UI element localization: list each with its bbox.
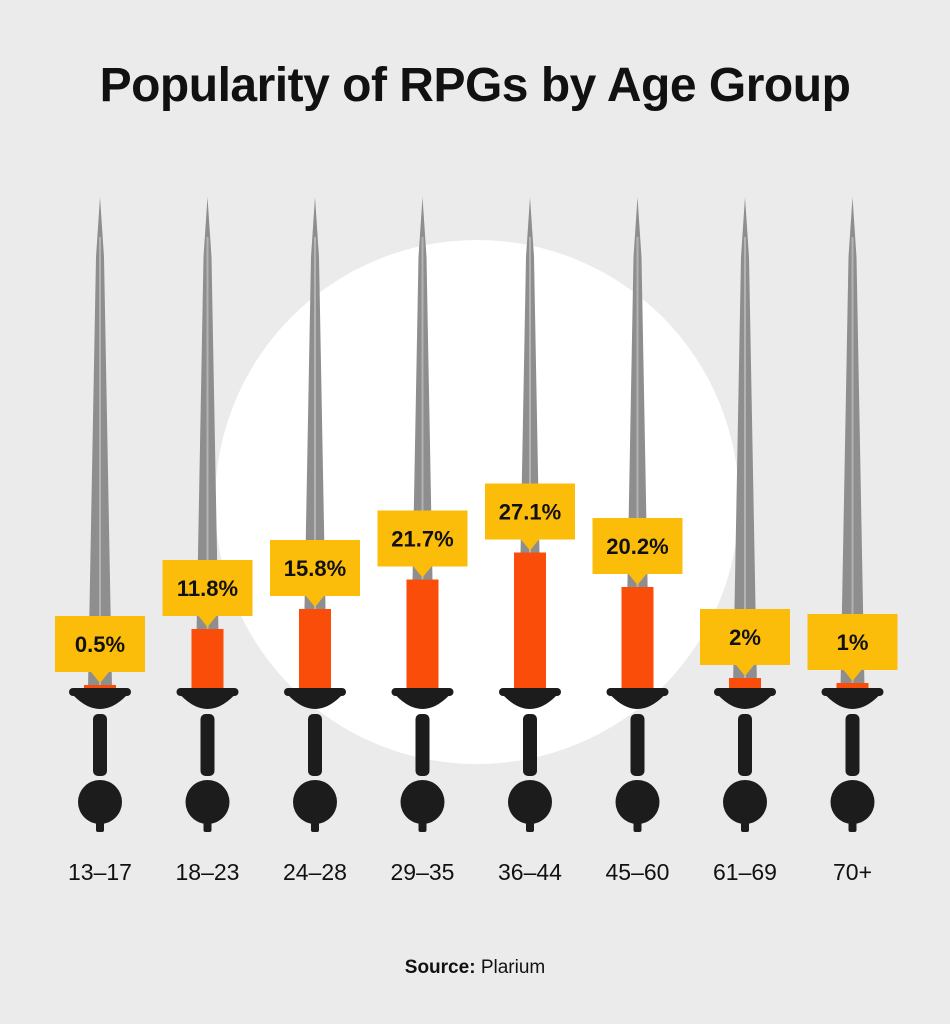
- grip: [415, 714, 430, 776]
- grip: [630, 714, 645, 776]
- sword-8: 1% 70+: [807, 197, 898, 885]
- value-label-box: [270, 540, 360, 596]
- sword-3: 15.8% 24–28: [270, 197, 360, 885]
- guard-cup: [181, 696, 234, 709]
- sword-6: 20.2% 45–60: [592, 197, 683, 885]
- pommel: [723, 780, 767, 824]
- pommel-tip: [741, 822, 749, 832]
- grip: [93, 714, 107, 776]
- guard-cup: [719, 696, 771, 709]
- pommel: [400, 780, 445, 824]
- value-label-box: [592, 518, 683, 574]
- pommel: [830, 780, 875, 824]
- bar: [836, 683, 869, 688]
- guard: [606, 688, 669, 696]
- sword-7: 2% 61–69: [700, 197, 790, 885]
- pommel-tip: [311, 822, 319, 832]
- value-label: 2%: [729, 625, 761, 650]
- category-label: 36–44: [498, 859, 562, 885]
- guard: [69, 688, 131, 696]
- pommel: [78, 780, 122, 824]
- pommel-tip: [96, 822, 104, 832]
- grip: [200, 714, 215, 776]
- bar: [514, 552, 546, 688]
- value-label-box: [377, 510, 468, 567]
- category-label: 61–69: [713, 859, 777, 885]
- value-label-box: [807, 614, 898, 670]
- bar: [299, 609, 331, 688]
- guard: [821, 688, 884, 696]
- sword-4: 21.7% 29–35: [377, 197, 468, 885]
- sword-1: 0.5% 13–17: [55, 197, 145, 885]
- guard: [176, 688, 239, 696]
- pommel-tip: [418, 822, 427, 832]
- guard-cup: [74, 696, 126, 709]
- value-label-box: [55, 616, 145, 672]
- pommel-tip: [203, 822, 212, 832]
- value-label-box: [162, 560, 253, 616]
- value-label: 0.5%: [75, 632, 125, 657]
- category-label: 24–28: [283, 859, 347, 885]
- guard-cup: [826, 696, 879, 709]
- pommel: [293, 780, 337, 824]
- guard-cup: [289, 696, 341, 709]
- category-label: 13–17: [68, 859, 132, 885]
- value-label-pointer: [736, 665, 754, 676]
- guard: [499, 688, 561, 696]
- grip: [308, 714, 322, 776]
- value-label: 1%: [837, 630, 869, 655]
- bar: [621, 587, 654, 688]
- value-label: 20.2%: [606, 534, 668, 559]
- value-label-box: [700, 609, 790, 665]
- category-label: 70+: [833, 859, 872, 885]
- grip: [845, 714, 860, 776]
- guard: [714, 688, 776, 696]
- pommel: [508, 780, 552, 824]
- sword-5: 27.1% 36–44: [485, 197, 575, 885]
- value-label-pointer: [628, 574, 647, 585]
- guard-cup: [611, 696, 664, 709]
- grip: [738, 714, 752, 776]
- background-circle: [215, 240, 739, 764]
- source-label: Source:: [404, 957, 476, 978]
- value-label-pointer: [521, 539, 539, 551]
- pommel-tip: [633, 822, 642, 832]
- bar: [191, 629, 224, 688]
- category-label: 45–60: [606, 859, 670, 885]
- value-label-pointer: [198, 616, 217, 627]
- guard: [284, 688, 346, 696]
- value-label-pointer: [91, 672, 109, 683]
- guard-cup: [396, 696, 449, 709]
- value-label: 21.7%: [391, 527, 453, 552]
- source-name: Plarium: [480, 957, 546, 978]
- value-label-box: [485, 483, 575, 540]
- bar: [84, 685, 116, 688]
- pommel: [615, 780, 660, 824]
- chart-title: Popularity of RPGs by Age Group: [99, 59, 851, 112]
- guard-cup: [504, 696, 556, 709]
- category-label: 29–35: [391, 859, 455, 885]
- bar-group: 0.5%13–1711.8%18–2315.8%24–2821.7%29–352…: [55, 197, 898, 885]
- pommel: [185, 780, 230, 824]
- value-label: 11.8%: [177, 576, 238, 601]
- value-label: 15.8%: [284, 556, 346, 581]
- sword-2: 11.8% 18–23: [162, 197, 253, 885]
- bar: [729, 678, 761, 688]
- category-label: 18–23: [176, 859, 240, 885]
- pommel-tip: [848, 822, 857, 832]
- value-label-pointer: [413, 566, 432, 578]
- pommel-tip: [526, 822, 534, 832]
- value-label-pointer: [843, 670, 862, 681]
- bar: [406, 579, 439, 688]
- guard: [391, 688, 454, 696]
- value-label-pointer: [306, 596, 324, 607]
- source-note: Source: Plarium: [0, 957, 950, 979]
- grip: [523, 714, 537, 776]
- value-label: 27.1%: [499, 500, 561, 525]
